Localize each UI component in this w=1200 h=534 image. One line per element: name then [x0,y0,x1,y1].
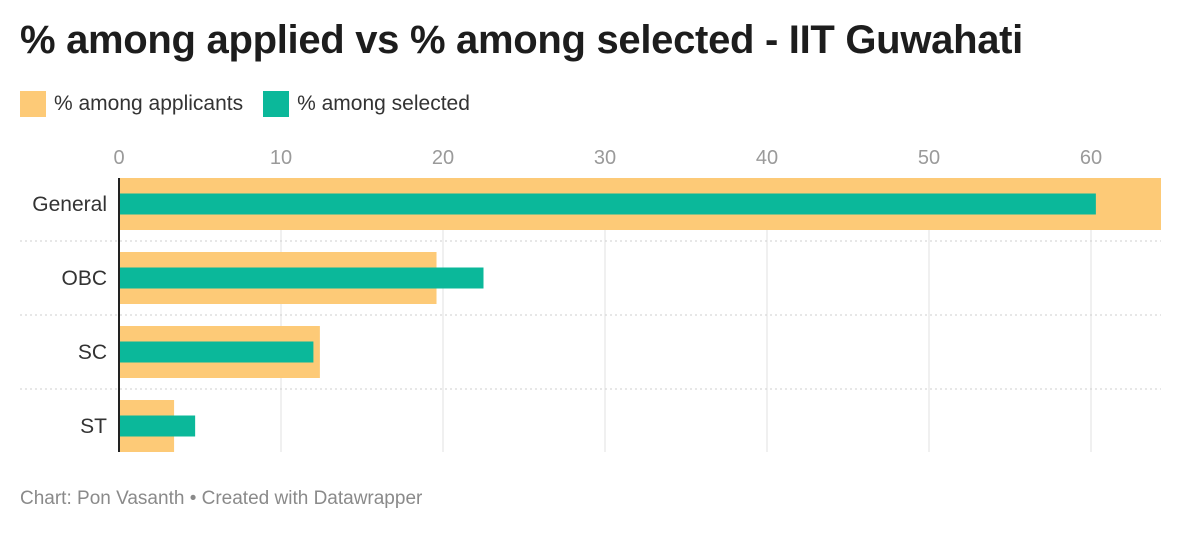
x-tick-label-0: 0 [113,147,124,169]
chart-credit: Chart: Pon Vasanth • Created with Datawr… [20,488,423,509]
legend-label-applicants: % among applicants [54,92,244,115]
x-tick-label-20: 20 [432,147,454,169]
category-label-sc: SC [78,341,107,364]
x-tick-label-40: 40 [756,147,778,169]
x-tick-label-50: 50 [918,147,940,169]
chart-title: % among applied vs % among selected - II… [20,18,1023,62]
category-label-obc: OBC [61,267,107,290]
x-tick-label-30: 30 [594,147,616,169]
legend-swatch-applicants [20,91,46,117]
bar-selected-sc [119,341,314,363]
legend-item-selected: % among selected [263,91,470,117]
bar-chart: 0 10 20 30 40 50 60 General OBC SC ST [20,147,1161,452]
bar-selected-st [119,415,196,437]
legend: % among applicants % among selected [20,91,490,117]
bar-selected-obc [119,267,484,289]
legend-label-selected: % among selected [297,92,470,115]
legend-item-applicants: % among applicants [20,91,243,117]
x-tick-label-60: 60 [1080,147,1102,169]
category-label-general: General [32,193,107,216]
legend-swatch-selected [263,91,290,117]
x-tick-label-10: 10 [270,147,292,169]
bar-selected-general [119,193,1096,215]
category-label-st: ST [80,415,107,438]
